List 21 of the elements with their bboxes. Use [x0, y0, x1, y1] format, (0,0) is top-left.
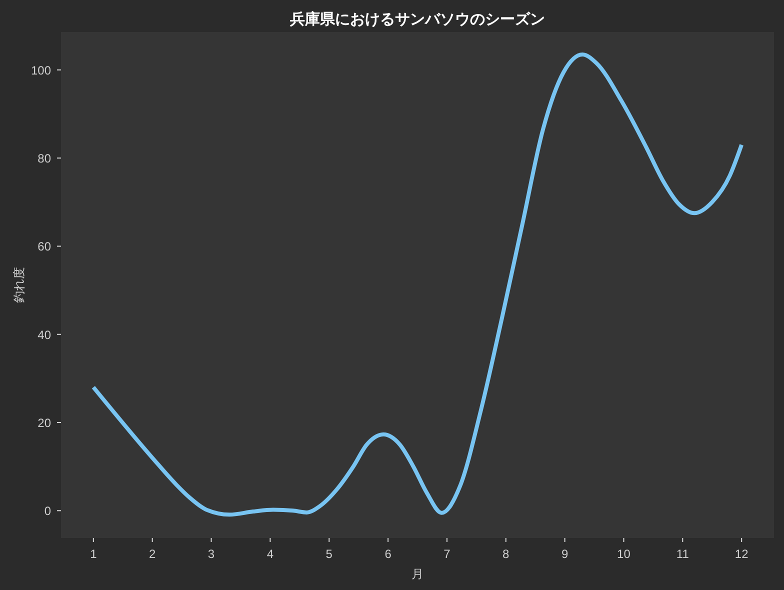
title: 兵庫県におけるサンバソウのシーズン	[290, 11, 545, 28]
x-label: 月	[412, 567, 424, 581]
x-tick-label: 12	[734, 547, 748, 561]
x-tick-label: 1	[90, 547, 97, 561]
x-tick-label: 2	[149, 547, 156, 561]
x-tick-label: 11	[676, 547, 689, 561]
y-tick-label: 40	[38, 328, 51, 342]
y-tick-label: 80	[38, 152, 51, 166]
x-tick-label: 8	[502, 547, 510, 561]
x-tick-label: 7	[444, 547, 450, 561]
x-tick-label: 5	[326, 547, 332, 561]
x-tick-label: 9	[561, 547, 568, 561]
y-tick-label: 60	[38, 240, 51, 254]
y-tick-label: 0	[44, 504, 51, 518]
y-tick-label: 100	[30, 63, 51, 78]
x-tick-label: 3	[208, 547, 215, 561]
x-tick-label: 6	[384, 547, 392, 561]
x-tick-label: 4	[266, 547, 274, 561]
y-label: 釣れ度	[12, 267, 26, 303]
y-tick-label: 20	[38, 416, 51, 430]
x-tick-label: 10	[617, 547, 630, 561]
